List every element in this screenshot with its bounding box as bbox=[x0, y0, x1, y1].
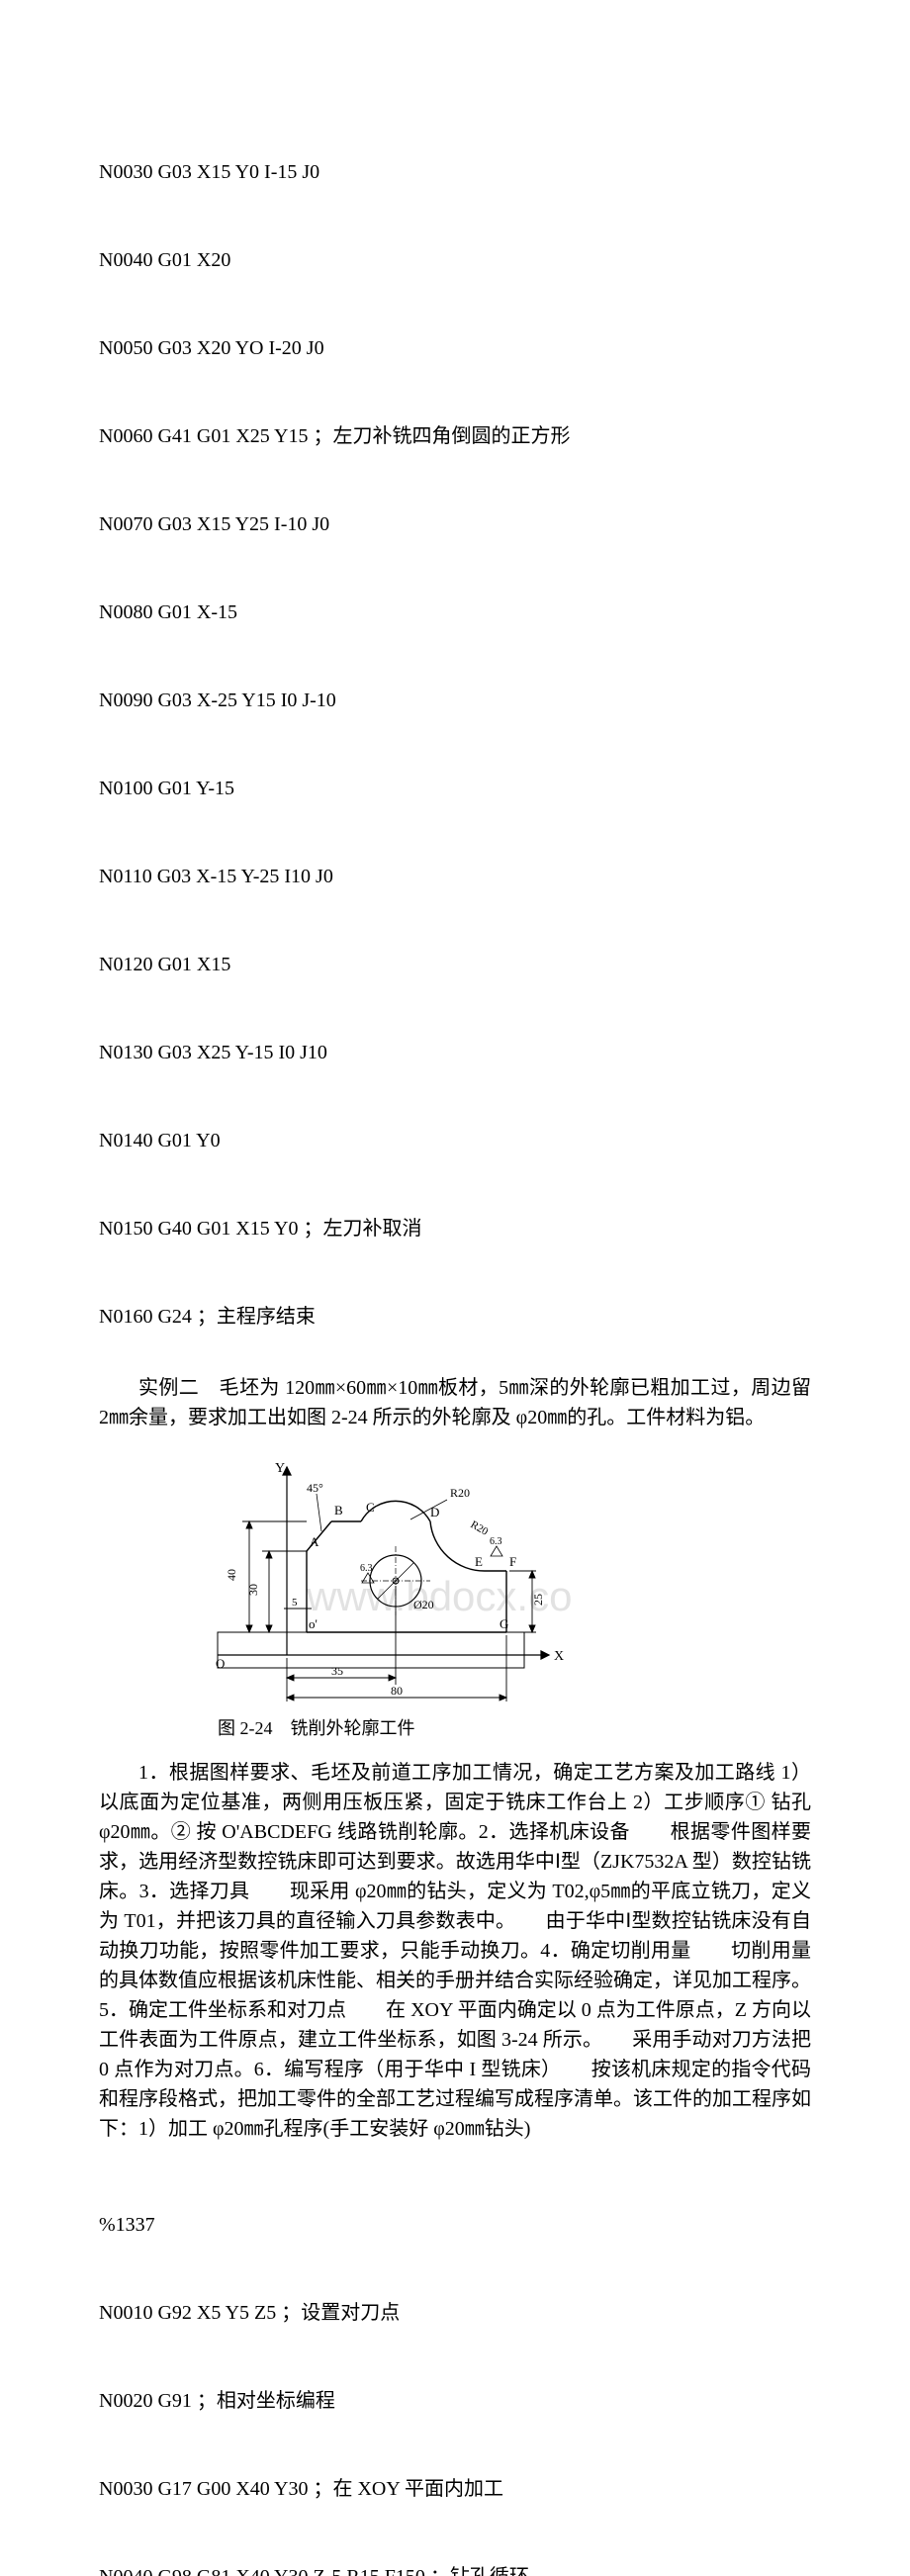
nc-code-block-1: N0030 G03 X15 Y0 I-15 J0 N0040 G01 X20 N… bbox=[99, 99, 811, 1361]
code-line: N0080 G01 X-15 bbox=[99, 598, 811, 627]
dim-80: 80 bbox=[391, 1684, 403, 1698]
code-line: N0050 G03 X20 YO I-20 J0 bbox=[99, 334, 811, 363]
dim-5: 5 bbox=[292, 1597, 298, 1609]
code-line: N0020 G91 ；相对坐标编程 bbox=[99, 2387, 811, 2416]
label-D: D bbox=[430, 1505, 439, 1519]
code-line: N0040 G01 X20 bbox=[99, 246, 811, 275]
code-line: N0090 G03 X-25 Y15 I0 J-10 bbox=[99, 687, 811, 715]
dim-25: 25 bbox=[531, 1594, 545, 1606]
code-line: N0060 G41 G01 X25 Y15 ；左刀补铣四角倒圆的正方形 bbox=[99, 422, 811, 451]
tol-6-3b: 6.3 bbox=[360, 1563, 373, 1574]
label-O: O bbox=[216, 1656, 225, 1671]
label-G: G bbox=[500, 1616, 508, 1631]
code-line: N0120 G01 X15 bbox=[99, 951, 811, 979]
tol-6-3a: 6.3 bbox=[490, 1536, 502, 1547]
label-C: C bbox=[366, 1500, 375, 1515]
label-A: A bbox=[310, 1534, 319, 1549]
code-line: N0100 G01 Y-15 bbox=[99, 775, 811, 803]
code-line: N0070 G03 X15 Y25 I-10 J0 bbox=[99, 510, 811, 539]
example-intro-paragraph: 实例二 毛坯为 120㎜×60㎜×10㎜板材，5㎜深的外轮廓已粗加工过，周边留 … bbox=[99, 1373, 811, 1432]
x-axis-label: X bbox=[554, 1649, 564, 1664]
dim-40: 40 bbox=[225, 1569, 238, 1581]
code-line: %1337 bbox=[99, 2211, 811, 2240]
process-description-paragraph: 1．根据图样要求、毛坯及前道工序加工情况，确定工艺方案及加工路线 1）以底面为定… bbox=[99, 1758, 811, 2144]
code-line: N0160 G24 ；主程序结束 bbox=[99, 1303, 811, 1332]
code-line: N0030 G03 X15 Y0 I-15 J0 bbox=[99, 158, 811, 187]
label-F: F bbox=[509, 1554, 516, 1569]
code-line: N0040 G98 G81 X40 Y30 Z-5 R15 F150 ；钻孔循环 bbox=[99, 2563, 811, 2576]
code-line: N0030 G17 G00 X40 Y30 ；在 XOY 平面内加工 bbox=[99, 2475, 811, 2504]
code-line: N0110 G03 X-15 Y-25 I10 J0 bbox=[99, 863, 811, 891]
dim-R20b: R20 bbox=[469, 1518, 491, 1538]
milling-contour-diagram: www.bdocx.com X Y bbox=[158, 1452, 574, 1709]
nc-code-block-2: %1337 N0010 G92 X5 Y5 Z5 ；设置对刀点 N0020 G9… bbox=[99, 2152, 811, 2576]
label-E: E bbox=[475, 1554, 483, 1569]
code-line: N0140 G01 Y0 bbox=[99, 1127, 811, 1155]
y-axis-label: Y bbox=[275, 1461, 285, 1476]
figure-caption: 图 2-24 铣削外轮廓工件 bbox=[158, 1715, 415, 1742]
label-Oprime: o' bbox=[309, 1616, 318, 1631]
dim-45deg: 45° bbox=[307, 1481, 323, 1495]
label-B: B bbox=[334, 1503, 343, 1518]
dim-30: 30 bbox=[246, 1584, 260, 1596]
dim-35: 35 bbox=[331, 1664, 343, 1678]
dim-R20: R20 bbox=[450, 1486, 470, 1500]
code-line: N0130 G03 X25 Y-15 I0 J10 bbox=[99, 1039, 811, 1067]
code-line: N0010 G92 X5 Y5 Z5 ；设置对刀点 bbox=[99, 2299, 811, 2328]
dim-phi20: Ø20 bbox=[413, 1598, 434, 1611]
figure-2-24: www.bdocx.com X Y bbox=[99, 1452, 811, 1742]
code-line: N0150 G40 G01 X15 Y0 ；左刀补取消 bbox=[99, 1215, 811, 1243]
